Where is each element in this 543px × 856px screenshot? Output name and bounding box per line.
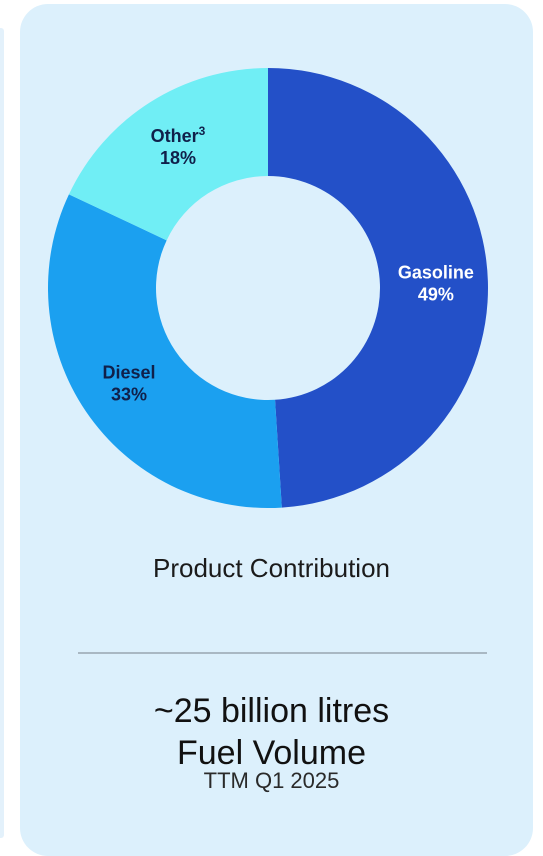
period-label: TTM Q1 2025: [203, 768, 340, 793]
slice-value-gasoline: 49%: [418, 285, 454, 305]
adjacent-panel-edge: [0, 28, 4, 838]
slice-value-other: 18%: [160, 148, 196, 168]
fuel-volume-value: ~25 billion litres: [153, 692, 390, 730]
slice-label-other: Other3: [151, 124, 206, 146]
chart-caption: Product Contribution: [152, 553, 391, 583]
fuel-volume-label: Fuel Volume: [177, 734, 366, 772]
slice-value-diesel: 33%: [111, 384, 147, 404]
slice-gasoline: [268, 68, 489, 508]
footnote-marker: 3: [199, 124, 206, 138]
fuel-volume-stat: ~25 billion litres Fuel Volume: [0, 690, 543, 774]
divider: [78, 652, 487, 654]
slice-label-diesel: Diesel: [103, 362, 156, 382]
slice-label-gasoline: Gasoline: [398, 263, 474, 283]
slice-diesel: [47, 194, 282, 508]
slice-other: [68, 67, 268, 241]
